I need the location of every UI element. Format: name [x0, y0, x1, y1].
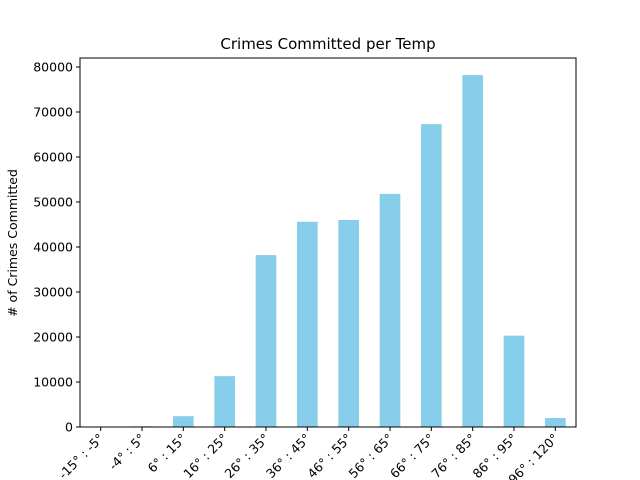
bar-3: [214, 376, 235, 427]
bar-9: [462, 75, 483, 427]
bars-group: [131, 75, 566, 428]
bar-4: [255, 255, 277, 427]
x-axis-ticks: -15° : -5°-4° : 5°6° : 15°16° : 25°26° :…: [55, 427, 561, 480]
x-tick-label-1: -4° : 5°: [106, 431, 148, 473]
y-tick-label-3: 30000: [33, 285, 73, 300]
y-tick-label-2: 20000: [33, 330, 73, 345]
y-tick-label-0: 0: [65, 420, 73, 435]
y-axis-ticks: 0 10000 20000 30000 40000 50000 60000 70000 8000…: [33, 60, 80, 435]
bar-8: [421, 124, 442, 428]
y-tick-label-7: 70000: [33, 105, 73, 120]
y-tick-label-4: 40000: [33, 240, 73, 255]
plot-frame: [79, 57, 577, 428]
bar-2: [173, 416, 194, 427]
y-tick-label-5: 50000: [33, 195, 73, 210]
y-tick-label-6: 60000: [33, 150, 73, 165]
chart-title: Crimes Committed per Temp: [220, 35, 435, 53]
x-tick-label-0: -15° : -5°: [55, 431, 106, 480]
bar-6: [338, 220, 359, 427]
bar-10: [503, 335, 525, 427]
bar-7: [379, 193, 401, 427]
y-tick-label-8: 80000: [33, 60, 73, 75]
y-tick-label-1: 10000: [33, 375, 73, 390]
bar-5: [297, 221, 318, 427]
y-axis-label: # of Crimes Committed: [5, 169, 20, 317]
bar-11: [545, 418, 566, 427]
